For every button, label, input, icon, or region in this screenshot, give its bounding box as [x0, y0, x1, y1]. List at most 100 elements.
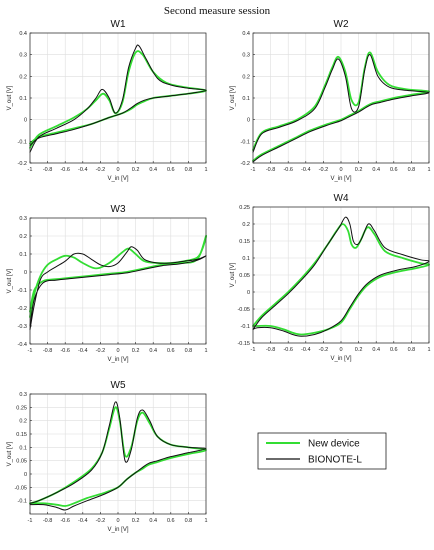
x-tick-label: 0.6: [167, 518, 175, 524]
y-tick-label: -0.3: [18, 324, 27, 330]
y-tick-label: -0.2: [18, 306, 27, 312]
x-tick-label: 0.4: [149, 348, 157, 354]
x-tick-label: -0.2: [96, 167, 105, 173]
y-tick-label: 0.15: [16, 432, 27, 438]
y-tick-label: 0.4: [242, 31, 250, 37]
x-tick-label: -0.2: [96, 518, 105, 524]
x-tick-label: -0.8: [43, 167, 52, 173]
x-tick-label: -0.8: [43, 518, 52, 524]
y-tick-label: -0.1: [241, 324, 250, 330]
y-tick-label: 0.1: [242, 256, 250, 262]
x-tick-label: 0.4: [149, 518, 157, 524]
x-tick-label: 0.4: [372, 347, 380, 353]
x-tick-label: -0.4: [78, 518, 87, 524]
x-tick-label: 0: [116, 348, 119, 354]
x-tick-label: -1: [251, 167, 256, 173]
x-tick-label: 1: [427, 347, 430, 353]
y-tick-label: -0.2: [18, 161, 27, 167]
series-line-bionote: [29, 44, 207, 153]
y-tick-label: 0.25: [16, 405, 27, 411]
y-tick-label: -0.2: [241, 161, 250, 167]
chart-title: W1: [111, 19, 126, 30]
y-tick-label: 0: [247, 290, 250, 296]
y-axis-label: V_out [V]: [7, 85, 13, 110]
x-tick-label: -0.8: [266, 347, 275, 353]
legend: New device BIONOTE-L: [257, 432, 387, 470]
x-tick-label: -0.6: [283, 167, 292, 173]
y-tick-label: -0.4: [18, 342, 27, 348]
y-tick-label: 0.2: [19, 234, 27, 240]
x-tick-label: 0.2: [132, 167, 140, 173]
series-line-bionote: [29, 401, 207, 511]
x-axis-label: V_in [V]: [107, 176, 128, 182]
x-tick-label: 1: [427, 167, 430, 173]
x-tick-label: -0.6: [60, 167, 69, 173]
y-tick-label: 0.2: [19, 419, 27, 425]
x-tick-label: -0.8: [266, 167, 275, 173]
x-tick-label: 0.8: [408, 167, 416, 173]
y-tick-label: 0: [247, 118, 250, 124]
x-axis-label: V_in [V]: [107, 527, 128, 533]
charts-area: -1 -0.8 -0.6 -0.4 -0.2 0 0.2 0.4 0.6 0.8 1 -0.2 -0.1…: [7, 19, 431, 533]
x-tick-label: -0.6: [283, 347, 292, 353]
x-tick-label: 1: [204, 348, 207, 354]
legend-box: [257, 432, 387, 470]
x-tick-label: 0.6: [167, 348, 175, 354]
x-tick-label: -0.4: [301, 347, 310, 353]
x-tick-label: -0.6: [60, 518, 69, 524]
y-tick-label: 0.2: [242, 222, 250, 228]
y-tick-label: -0.05: [237, 307, 250, 313]
x-tick-label: -0.2: [319, 167, 328, 173]
y-tick-label: 0.05: [239, 273, 250, 279]
x-axis-label: V_in [V]: [107, 357, 128, 363]
x-tick-label: -0.8: [43, 348, 52, 354]
y-tick-label: 0.3: [19, 216, 27, 222]
y-tick-label: 0.25: [239, 205, 250, 211]
chart-w1: -1 -0.8 -0.6 -0.4 -0.2 0 0.2 0.4 0.6 0.8 1 -0.2 -0.1…: [7, 19, 208, 182]
chart-w2: -1 -0.8 -0.6 -0.4 -0.2 0 0.2 0.4 0.6 0.8 1 -0.2 -0.1…: [230, 19, 431, 182]
x-tick-label: -0.4: [78, 348, 87, 354]
chart-w4: -1 -0.8 -0.6 -0.4 -0.2 0 0.2 0.4 0.6 0.8 1 -0.15 -0.…: [230, 193, 431, 362]
x-tick-label: -1: [251, 347, 256, 353]
y-tick-label: 0.2: [242, 74, 250, 80]
y-tick-label: 0: [24, 270, 27, 276]
series-line-bionote: [252, 216, 430, 337]
y-tick-label: 0: [24, 118, 27, 124]
y-tick-label: 0.1: [242, 96, 250, 102]
x-tick-label: 0.8: [185, 348, 193, 354]
x-tick-label: 1: [204, 167, 207, 173]
y-axis-label: V_out [V]: [7, 441, 13, 466]
legend-label-bionote: BIONOTE-L: [308, 455, 362, 466]
y-axis-label: V_out [V]: [7, 268, 13, 293]
x-tick-label: -1: [28, 348, 33, 354]
x-tick-label: 0: [116, 518, 119, 524]
chart-title: W4: [334, 193, 349, 204]
x-tick-label: 0.6: [167, 167, 175, 173]
y-axis-label: V_out [V]: [230, 262, 236, 287]
x-tick-label: -0.6: [60, 348, 69, 354]
y-tick-label: -0.1: [18, 139, 27, 145]
chart-w5: -1 -0.8 -0.6 -0.4 -0.2 0 0.2 0.4 0.6 0.8 1 -0.1 -0.0…: [7, 380, 208, 533]
x-tick-label: 0.8: [408, 347, 416, 353]
series-line-bionote: [29, 246, 207, 331]
y-tick-label: 0: [24, 472, 27, 478]
x-tick-label: 0.4: [372, 167, 380, 173]
y-tick-label: -0.1: [241, 139, 250, 145]
x-tick-label: -0.4: [78, 167, 87, 173]
legend-label-new-device: New device: [308, 439, 360, 450]
x-tick-label: -1: [28, 167, 33, 173]
y-tick-label: 0.3: [19, 392, 27, 398]
y-tick-label: -0.1: [18, 288, 27, 294]
x-tick-label: 0.2: [132, 348, 140, 354]
series-line-new-device: [252, 51, 430, 162]
x-tick-label: 0.2: [355, 167, 363, 173]
x-tick-label: 0.2: [355, 347, 363, 353]
y-tick-label: -0.15: [237, 341, 250, 347]
y-tick-label: 0.15: [239, 239, 250, 245]
y-tick-label: 0.1: [19, 252, 27, 258]
x-tick-label: 0.8: [185, 518, 193, 524]
chart-title: W2: [334, 19, 349, 30]
chart-w3: -1 -0.8 -0.6 -0.4 -0.2 0 0.2 0.4 0.6 0.8 1 -0.4 -0.3…: [7, 204, 208, 363]
y-tick-label: 0.1: [19, 96, 27, 102]
